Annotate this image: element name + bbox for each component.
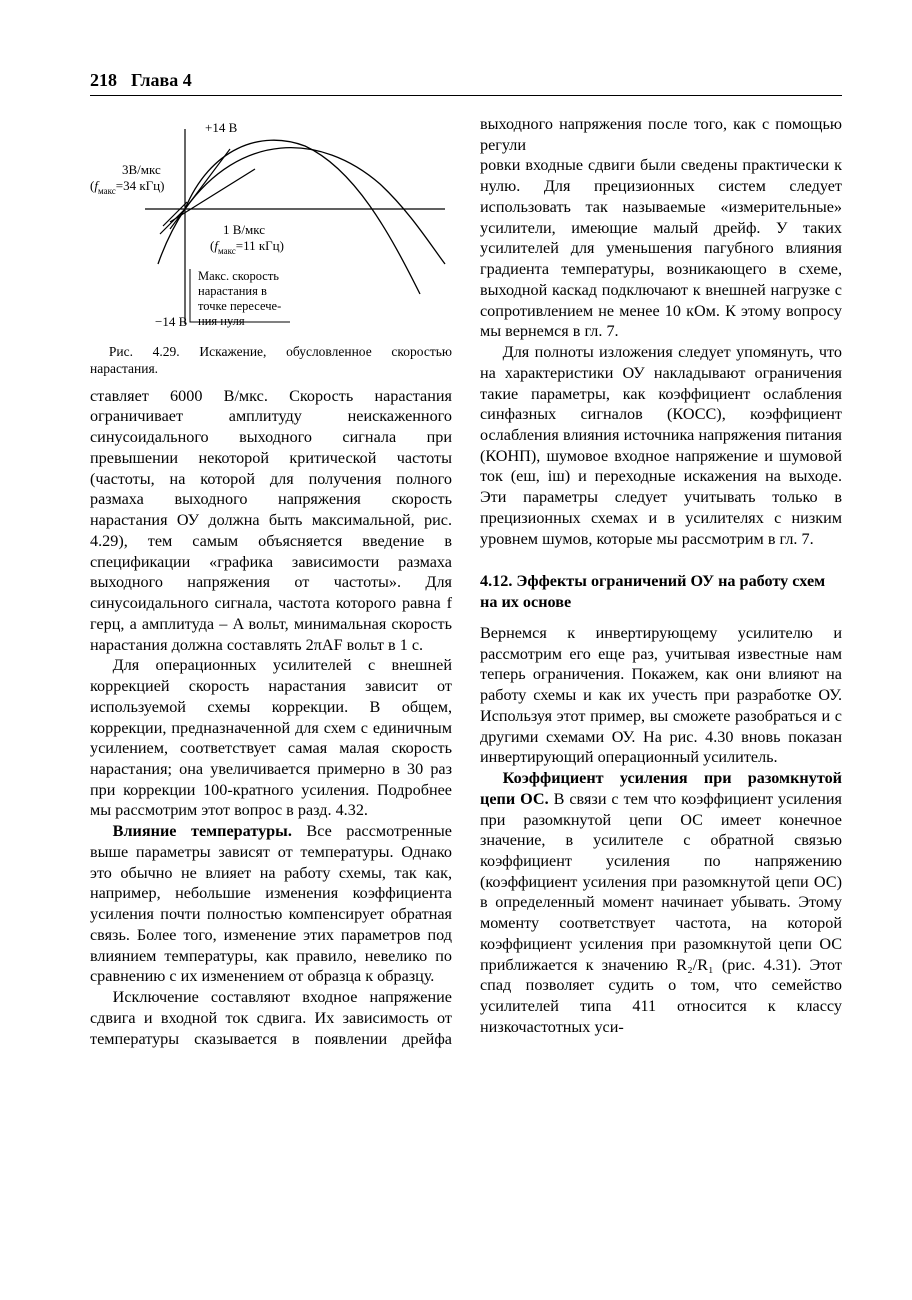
section-title: Эффекты ограничений ОУ на работу схем на… [480, 572, 825, 611]
slew1-label: 3В/мкс [122, 162, 161, 177]
note-line3: точке пересече- [198, 299, 281, 313]
slew1-freq: (fмакс=34 кГц) [90, 178, 164, 196]
text-columns: +14 В −14 В 3В/мкс (fмакс=34 кГц) 1 В/мк… [90, 114, 842, 1049]
page-number: 218 [90, 70, 117, 91]
section-number: 4.12. [480, 572, 512, 590]
note-line2: нарастания в [198, 284, 267, 298]
figure-caption: Рис. 4.29. Искажение, обусловленное скор… [90, 344, 452, 378]
paragraph-text: В связи с тем что коэффициент усиления п… [480, 790, 842, 1036]
note-line4: ния нуля [198, 314, 245, 328]
chapter-label: Глава 4 [131, 70, 192, 91]
page: 218 Глава 4 [0, 0, 912, 1300]
paragraph: ставляет 6000 В/мкс. Скорость нарастания… [90, 386, 452, 656]
bottom-voltage-label: −14 В [155, 314, 188, 329]
paragraph-text: Все рассмотренные выше параметры зависят… [90, 822, 452, 985]
figure-4-29: +14 В −14 В 3В/мкс (fмакс=34 кГц) 1 В/мк… [90, 114, 452, 378]
paragraph: Коэффициент усиления при разомкнутой цеп… [480, 768, 842, 1038]
section-heading: 4.12. Эффекты ограничений ОУ на работу с… [480, 571, 842, 612]
slew-rate-diagram: +14 В −14 В 3В/мкс (fмакс=34 кГц) 1 В/мк… [90, 114, 450, 344]
note-line1: Макс. скорость [198, 269, 279, 283]
running-head: 218 Глава 4 [90, 70, 842, 96]
paragraph: Для операционных усилителей с внешней ко… [90, 655, 452, 821]
top-voltage-label: +14 В [205, 120, 238, 135]
paragraph: ровки входные сдвиги были сведены практи… [480, 155, 842, 342]
run-in-heading: Влияние температуры. [113, 822, 292, 840]
slew2-freq: (fмакс=11 кГц) [210, 238, 284, 256]
paragraph: Влияние температуры. Все рассмотренные в… [90, 821, 452, 987]
paragraph: Вернемся к инвертирующему усилителю и ра… [480, 623, 842, 768]
slew2-label: 1 В/мкс [223, 222, 265, 237]
paragraph: Для полноты изложения следует упомянуть,… [480, 342, 842, 549]
